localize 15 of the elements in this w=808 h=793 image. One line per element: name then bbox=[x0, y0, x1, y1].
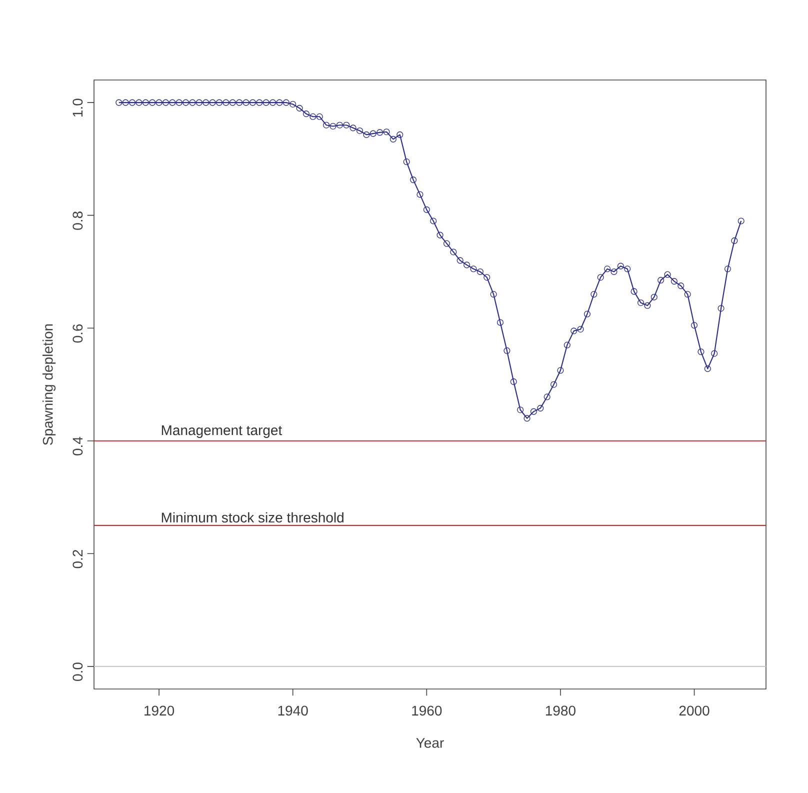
x-axis-title: Year bbox=[416, 738, 444, 748]
y-tick-label: 0.0 bbox=[72, 662, 83, 681]
y-tick-label: 0.6 bbox=[72, 324, 83, 343]
ref-line-label: Minimum stock size threshold bbox=[162, 512, 344, 523]
ref-line-label: Management target bbox=[162, 425, 282, 438]
y-axis-title: Spawning depletion bbox=[42, 324, 56, 445]
x-tick-label: 2000 bbox=[679, 706, 710, 716]
y-tick-label: 0.2 bbox=[72, 550, 83, 568]
x-tick-label: 1920 bbox=[144, 706, 174, 716]
y-tick-label: 0.4 bbox=[72, 436, 83, 456]
x-tick-label: 1940 bbox=[278, 706, 308, 716]
y-tick-label: 0.8 bbox=[72, 212, 83, 230]
x-tick-label: 1960 bbox=[412, 706, 442, 716]
y-tick-label: 1.0 bbox=[72, 98, 83, 117]
x-tick-label: 1980 bbox=[546, 706, 576, 716]
